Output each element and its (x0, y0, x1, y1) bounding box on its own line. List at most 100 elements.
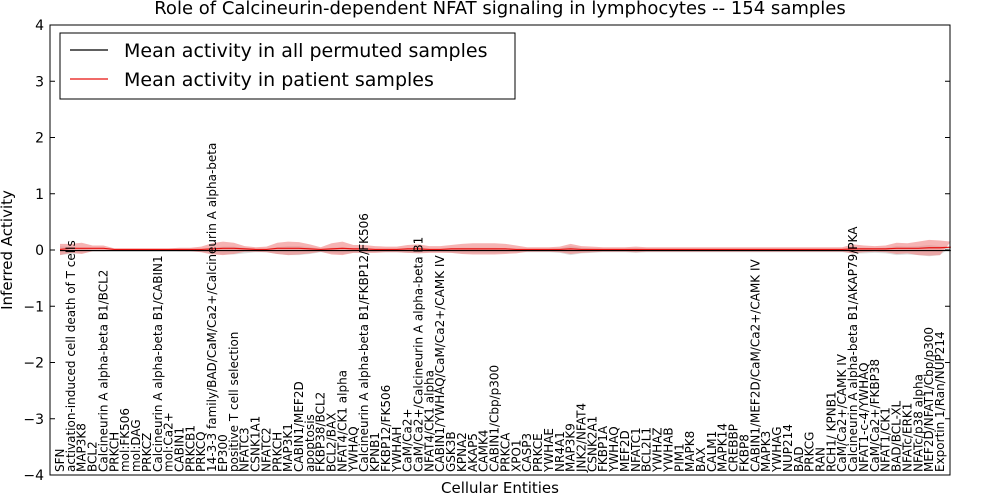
x-tick-label: PRKCQ (194, 431, 208, 472)
x-tick-label: CABIN1 (173, 427, 187, 472)
x-tick-label: EP300 (216, 434, 230, 472)
y-tick-label: 1 (35, 187, 44, 203)
y-tick-label: 2 (35, 131, 44, 147)
x-tick-label: XPO1 (509, 439, 523, 472)
x-tick-label: MEF2D/NFAT1/Cbp/p300 (922, 327, 936, 472)
x-tick-label: YWHAE (542, 428, 556, 473)
x-tick-label: PRKCE (531, 433, 545, 472)
x-tick-label: mol:DAG (129, 419, 143, 472)
y-tick-label: −3 (23, 412, 44, 428)
x-tick-label: CALM1 (705, 431, 719, 472)
x-tick-label: PRKCH (270, 432, 284, 472)
x-tick-label: Calcineurin A alpha-beta B1/CABIN1 (151, 255, 165, 472)
x-tick-label: 14-3-3 family/BAD/CaM/Ca2+/Calcineurin A… (205, 143, 219, 472)
x-tick-label: Calcineurin A alpha-beta B1/BCL2 (96, 270, 110, 472)
x-tick-label: NFAT4/CK1 alpha (422, 370, 436, 472)
x-tick-label: CAMK4 (477, 430, 491, 472)
x-tick-label: KPNB1 (368, 432, 382, 472)
x-tick-label: mol:Ca2+ (162, 412, 176, 472)
x-tick-label: Exportin 1/Ran/NUP214 (933, 331, 947, 472)
x-tick-label: NFATC2 (259, 427, 273, 472)
y-tick-label: 4 (35, 18, 44, 34)
y-tick-label: −1 (23, 299, 44, 315)
y-axis: −4 −3 −2 −1 0 1 2 3 4 (23, 18, 950, 484)
x-tick-label: MAP3K9 (564, 423, 578, 472)
x-tick-label: PRKCH (107, 432, 121, 472)
x-tick-label: AKAP5 (466, 433, 480, 472)
x-tick-label: NFATc/p38 alpha (911, 374, 925, 472)
x-tick-label: PRKCA (498, 432, 512, 472)
x-tick-label: KPNA2 (455, 432, 469, 472)
x-tick-label: CABIN1/YWHAQ/CaM/Ca2+/CAMK IV (433, 255, 447, 472)
x-tick-label: YWHAQ (607, 426, 621, 473)
x-tick-label: YWHAQ (346, 426, 360, 473)
x-tick-label: PRKCB1 (183, 425, 197, 472)
x-tick-label: CaM/Ca2+/CAMK IV (835, 353, 849, 472)
x-tick-label: CaM/Ca2+ (401, 408, 415, 472)
x-tick-label: FKBP12/FK506 (379, 385, 393, 472)
x-tick-label: PRKCZ (140, 433, 154, 472)
chart-title: Role of Calcineurin-dependent NFAT signa… (154, 0, 846, 19)
legend-label-permuted: Mean activity in all permuted samples (124, 40, 487, 62)
x-tick-label: BAD (792, 446, 806, 472)
x-tick-label: JNK2/NFAT4 (574, 403, 588, 473)
x-tick-label: MAPK14 (716, 423, 730, 472)
x-tick-label: MEF2D (618, 430, 632, 472)
x-tick-label: SFN (53, 449, 67, 473)
x-tick-label: Calcineurin A alpha-beta B1/FKBP12/FK506 (357, 213, 371, 472)
x-tick-label: NFATc/ERK1 (900, 403, 914, 472)
y-tick-label: 3 (35, 74, 44, 90)
x-tick-label: CASP3 (520, 433, 534, 472)
y-tick-label: −4 (23, 468, 44, 484)
x-tick-label: BCL2/BAX (325, 413, 339, 472)
legend-label-patient: Mean activity in patient samples (124, 69, 434, 91)
x-tick-label: GSK3B (444, 431, 458, 472)
x-tick-label: NFAT1/CK1 (879, 407, 893, 472)
y-tick-label: 0 (35, 243, 44, 259)
x-tick-label: MAP3K8 (75, 423, 89, 472)
x-tick-label: positive T cell selection (227, 332, 241, 472)
x-tick-label: MAPK3 (759, 431, 773, 472)
x-tick-label: MAPK8 (683, 431, 697, 472)
x-tick-label: BCL2L1 (640, 427, 654, 472)
x-tick-label: CABIN1/MEF2D/CaM/Ca2+/CAMK IV (748, 258, 762, 472)
legend-box (59, 32, 516, 100)
x-tick-label: NUP214 (781, 424, 795, 472)
legend: Mean activity in all permuted samples Me… (59, 32, 516, 100)
y-tick-label: −2 (23, 356, 44, 372)
x-tick-label: FKBP8 (737, 434, 751, 472)
x-tick-label: BAD/BCL-XL (890, 400, 904, 472)
x-tick-label: BAX (694, 447, 708, 472)
x-tick-label: YWHAH (390, 427, 404, 473)
x-tick-label: NFATC1 (629, 427, 643, 472)
x-tick-label: mol:FK506 (118, 408, 132, 472)
x-tick-label: RCH1/ KPNB1 (824, 391, 838, 472)
plot-frame (49, 24, 951, 476)
x-tick-label: RAN (813, 447, 827, 472)
x-tick-label: FKBP38/BCL2 (314, 392, 328, 472)
x-axis-label: Cellular Entities (441, 479, 559, 497)
x-tick-label: PRKCG (803, 432, 817, 472)
x-tick-label: CABIN1/Cbp/p300 (488, 365, 502, 472)
series-line-1 (59, 246, 951, 251)
x-tick-label: CaM/Ca2+/FKBP38 (868, 359, 882, 472)
x-tick-label: Calcineurin A alpha-beta B1/AKAP79/PKA (846, 226, 860, 472)
x-tick-label: CSNK2A1 (585, 416, 599, 472)
series-lines (59, 246, 951, 252)
band-1 (60, 239, 951, 256)
x-tick-label: MAP3K1 (281, 423, 295, 472)
x-tick-label: activation-induced cell death of T cells (64, 240, 78, 472)
x-tick-label: NFATC3 (238, 427, 252, 472)
x-tick-label: YWHAZ (651, 427, 665, 473)
y-axis-label: Inferred Activity (0, 190, 16, 310)
x-tick-label: BCL2 (86, 441, 100, 472)
x-tick-label: PIM1 (672, 443, 686, 472)
x-tick-label: CaM/Ca2+/Calcineurin A alpha-beta B1 (412, 237, 426, 472)
x-tick-label: FKBP1A (596, 425, 610, 472)
x-tick-label: NFAT1-c-4/YWHAQ (857, 362, 871, 472)
x-tick-label: apoptosis (303, 414, 317, 472)
x-tick-label: YWHAB (661, 427, 675, 473)
x-tick-label: NFAT4/CK1 alpha (335, 370, 349, 472)
